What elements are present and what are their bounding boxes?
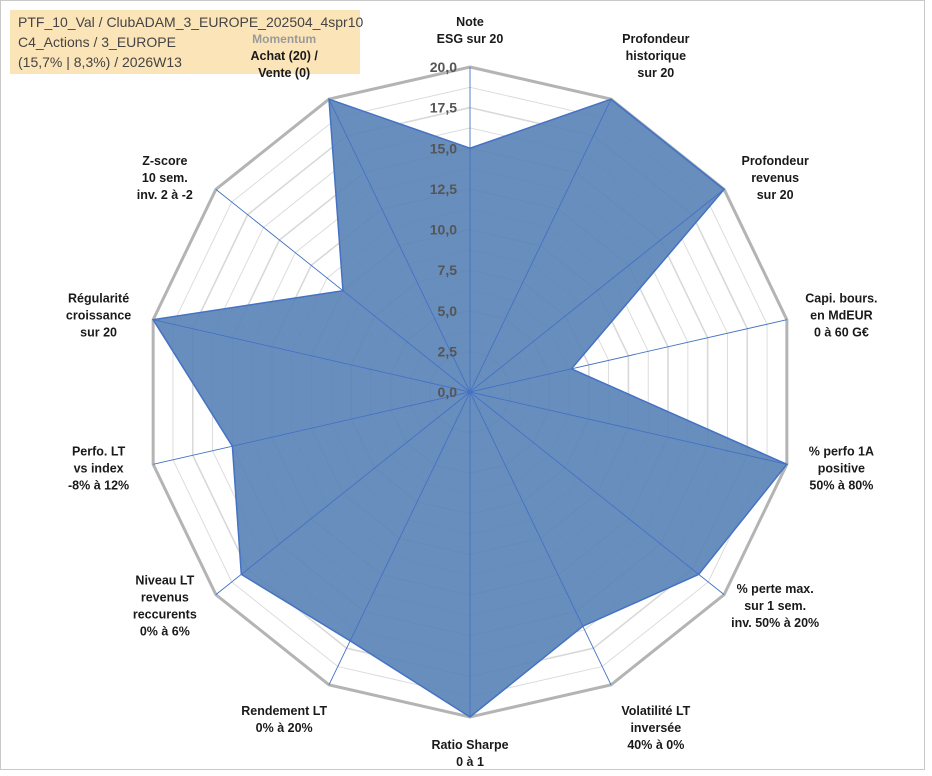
axis-label-line: 50% à 80%	[809, 478, 873, 492]
axis-label-line: ESG sur 20	[437, 32, 504, 46]
axis-label: Perfo. LT vs index -8% à 12%	[68, 444, 129, 492]
axis-label-line: sur 20	[757, 188, 794, 202]
axis-label-line: % perfo 1A	[809, 444, 874, 458]
axis-label-line: Régularité	[68, 292, 129, 306]
axis-label-line: Volatilité LT	[621, 704, 690, 718]
axis-label-line: inversée	[630, 721, 681, 735]
axis-label: Achat (20) / Vente (0)	[250, 49, 318, 80]
axis-spoke	[469, 98, 612, 393]
axis-label-line: historique	[626, 49, 686, 63]
axis-label: Profondeur revenus sur 20	[741, 154, 808, 202]
axis-label-line: en MdEUR	[810, 309, 873, 323]
tick-label: 17,5	[430, 100, 457, 116]
axis-label: % perfo 1A positive 50% à 80%	[809, 444, 874, 492]
axis-label-line: 10 sem.	[142, 171, 188, 185]
axis-label-line: Achat (20) /	[250, 49, 318, 63]
tick-layer: 0,0 2,5 5,0 7,5 10,0 12,5 15,0 17,5 20,0	[430, 59, 457, 400]
info-performance-week: (15,7% | 8,3%) / 2026W13	[18, 54, 182, 70]
tick-label: 12,5	[430, 181, 457, 197]
axis-spoke	[469, 189, 725, 393]
axis-label-line: revenus	[751, 171, 799, 185]
axis-label-line: positive	[818, 461, 865, 475]
axis-label-line: sur 20	[637, 66, 674, 80]
tick-label: 7,5	[438, 262, 458, 278]
axis-label-line: % perte max.	[737, 582, 814, 596]
axis-label-line: Perfo. LT	[72, 444, 126, 458]
axis-label-line: croissance	[66, 309, 131, 323]
group-label-momentum: Momentum	[252, 32, 316, 46]
axis-label: Niveau LT revenus reccurents 0% à 6%	[133, 573, 197, 638]
label-layer: Note ESG sur 20 Profondeur historique sur 20…	[66, 15, 878, 769]
info-portfolio-name: PTF_10_Val / ClubADAM_3_EUROPE_202504_4s…	[18, 14, 364, 30]
axis-label-line: Ratio Sharpe	[431, 738, 508, 752]
axis-label-line: Profondeur	[622, 32, 689, 46]
axis-spoke	[469, 391, 612, 686]
axis-label-line: revenus	[141, 590, 189, 604]
axis-spoke	[153, 319, 471, 393]
axis-label-line: sur 1 sem.	[744, 599, 806, 613]
info-box: PTF_10_Val / ClubADAM_3_EUROPE_202504_4s…	[10, 10, 364, 74]
axis-label-line: 0% à 20%	[256, 721, 313, 735]
axis-spoke	[469, 391, 725, 595]
axis-spoke	[153, 391, 471, 465]
info-category: C4_Actions / 3_EUROPE	[18, 34, 176, 50]
tick-label: 5,0	[438, 303, 458, 319]
axis-label: Rendement LT 0% à 20%	[241, 704, 327, 735]
tick-label: 20,0	[430, 59, 457, 75]
axis-label: Z-score 10 sem. inv. 2 à -2	[137, 154, 193, 202]
axis-label-line: Z-score	[142, 154, 187, 168]
tick-label: 15,0	[430, 140, 457, 156]
tick-label: 2,5	[438, 343, 458, 359]
axis-label-line: Vente (0)	[258, 66, 310, 80]
axis-label-line: Capi. bours.	[805, 292, 877, 306]
axis-label-line: inv. 2 à -2	[137, 188, 193, 202]
axis-label: Profondeur historique sur 20	[622, 32, 689, 80]
axis-spoke	[215, 189, 471, 393]
axis-label-line: 0 à 60 G€	[814, 326, 869, 340]
axis-label: Capi. bours. en MdEUR 0 à 60 G€	[805, 292, 877, 340]
axis-spoke	[328, 98, 471, 393]
axis-label-line: Rendement LT	[241, 704, 327, 718]
axis-label: Note ESG sur 20	[437, 15, 504, 46]
axis-label-line: Niveau LT	[135, 573, 194, 587]
axis-label-line: reccurents	[133, 607, 197, 621]
axis-label-line: inv. 50% à 20%	[731, 616, 819, 630]
axis-label-line: -8% à 12%	[68, 478, 129, 492]
axis-label-line: vs index	[74, 461, 124, 475]
axis-label-line: 0% à 6%	[140, 624, 190, 638]
axis-spoke	[328, 391, 471, 686]
axis-label: Régularité croissance sur 20	[66, 292, 131, 340]
axis-label-line: Profondeur	[741, 154, 808, 168]
axis-label-line: 0 à 1	[456, 755, 484, 769]
axis-label: Ratio Sharpe 0 à 1	[431, 738, 508, 769]
axis-spoke	[215, 391, 471, 595]
axis-label-line: Note	[456, 15, 484, 29]
axis-label: % perte max. sur 1 sem. inv. 50% à 20%	[731, 582, 819, 630]
axis-label-line: sur 20	[80, 326, 117, 340]
axis-label-line: 40% à 0%	[627, 738, 684, 752]
axis-label: Volatilité LT inversée 40% à 0%	[621, 704, 690, 752]
spoke-layer	[153, 67, 787, 717]
axis-spoke	[469, 391, 787, 465]
tick-label: 10,0	[430, 222, 457, 238]
tick-label: 0,0	[438, 384, 458, 400]
axis-spoke	[469, 319, 787, 393]
